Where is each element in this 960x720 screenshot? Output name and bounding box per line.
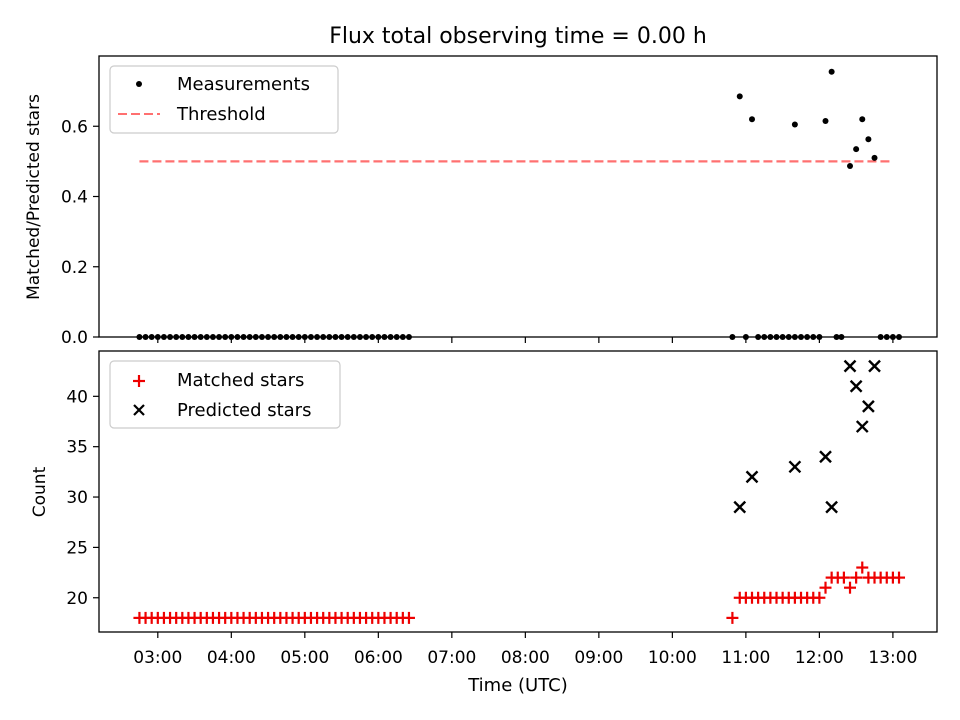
predicted-star-point	[843, 359, 857, 373]
predicted-star-point	[849, 379, 863, 393]
x-tick-label: 12:00	[795, 648, 844, 668]
x-tick-label: 09:00	[574, 648, 623, 668]
top-y-ticks: 0.0 0.2 0.4 0.6	[61, 117, 99, 348]
bottom-plot-area	[133, 359, 906, 624]
matched-star-point	[813, 591, 826, 604]
legend-predicted-marker	[133, 404, 145, 416]
legend-threshold-label: Threshold	[176, 104, 266, 125]
bottom-plot-frame	[98, 350, 938, 633]
measurement-point	[853, 146, 860, 153]
x-axis-label: Time (UTC)	[467, 675, 568, 696]
x-tick-label: 11:00	[721, 648, 770, 668]
legend-matched-marker	[133, 375, 145, 387]
x-tick-label: 03:00	[133, 648, 182, 668]
x-tick-label: 07:00	[427, 648, 476, 668]
measurement-point	[847, 162, 854, 169]
figure-title: Flux total observing time = 0.00 h	[329, 24, 707, 49]
matched-star-point	[819, 581, 832, 594]
x-tick-label: 04:00	[207, 648, 256, 668]
bottom-y-tick-label: 20	[66, 589, 88, 609]
x-tick-label: 06:00	[354, 648, 403, 668]
bottom-panel: 20 25 30 35 40 03:00 04:00 05:00 06:00 07:00 08:0…	[30, 350, 938, 696]
legend-predicted-label: Predicted stars	[177, 400, 311, 421]
predicted-star-point	[819, 450, 832, 464]
matched-star-point	[856, 561, 869, 574]
predicted-star-point	[733, 500, 747, 514]
measurement-point	[791, 121, 798, 128]
measurement-point	[736, 93, 743, 100]
bottom-y-tick-label: 25	[66, 538, 88, 558]
predicted-star-point	[825, 500, 838, 514]
top-y-axis-label: Matched/Predicted stars	[24, 94, 44, 300]
bottom-y-tick-label: 30	[66, 488, 88, 508]
predicted-star-point	[868, 359, 881, 373]
predicted-star-point	[855, 420, 869, 433]
top-y-tick-label: 0.4	[61, 188, 88, 208]
matched-star-point	[893, 571, 906, 584]
top-y-tick-label: 0.2	[61, 258, 88, 278]
bottom-legend: Matched stars Predicted stars	[109, 360, 341, 429]
predicted-star-point	[745, 470, 759, 484]
legend-measurements-marker	[136, 81, 142, 87]
x-tick-label: 10:00	[648, 648, 697, 668]
measurement-point	[871, 154, 878, 161]
measurement-point	[859, 116, 866, 123]
legend-measurements-label: Measurements	[177, 74, 310, 95]
matched-star-point	[837, 571, 850, 584]
matched-star-point	[844, 581, 857, 594]
bottom-y-ticks: 20 25 30 35 40	[66, 387, 99, 609]
matched-star-point	[402, 611, 415, 624]
measurement-point	[749, 116, 756, 123]
predicted-star-point	[862, 400, 875, 413]
predicted-star-point	[788, 460, 802, 474]
x-tick-label: 05:00	[280, 648, 329, 668]
top-y-tick-label: 0.0	[61, 328, 88, 348]
top-x-ticks	[157, 337, 894, 343]
legend-matched-label: Matched stars	[177, 370, 304, 391]
bottom-y-axis-label: Count	[30, 466, 50, 517]
x-tick-label: 13:00	[868, 648, 917, 668]
matched-star-point	[726, 611, 739, 624]
matched-star-point	[850, 571, 863, 584]
measurement-point	[822, 117, 829, 124]
top-y-tick-label: 0.6	[61, 117, 88, 137]
bottom-y-tick-label: 35	[66, 438, 88, 458]
top-legend: Measurements Threshold	[109, 65, 339, 134]
bottom-x-ticks: 03:00 04:00 05:00 06:00 07:00 08:00 09:00 10:00…	[133, 632, 917, 668]
measurement-point	[828, 68, 835, 75]
measurement-point	[865, 136, 872, 143]
top-panel: 0.0 0.2 0.4 0.6 Matched/Predicted stars Mea…	[24, 55, 938, 348]
bottom-y-tick-label: 40	[66, 387, 88, 407]
x-tick-label: 08:00	[501, 648, 550, 668]
